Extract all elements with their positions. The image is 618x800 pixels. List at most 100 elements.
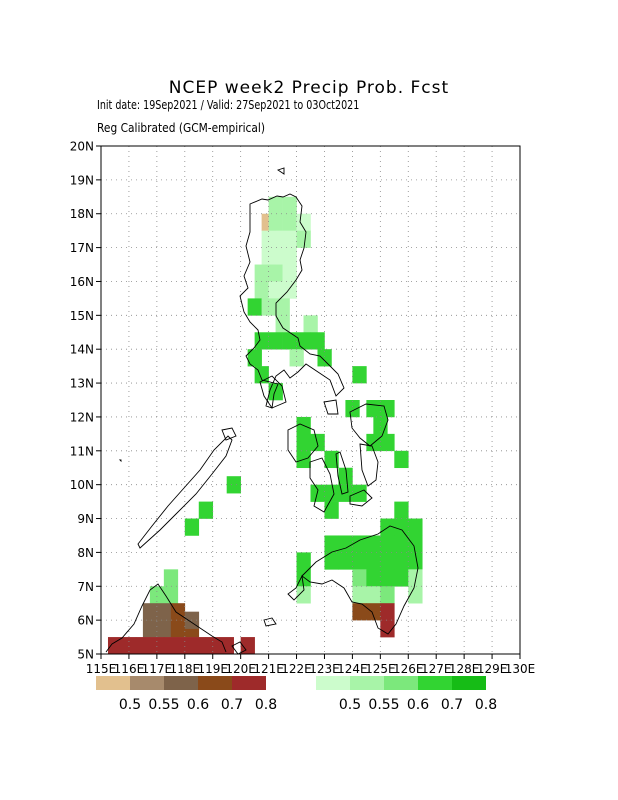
grid-cell (352, 484, 367, 502)
coastline-panay (287, 423, 319, 463)
legend-swatch (232, 676, 266, 690)
grid-cell (282, 196, 297, 215)
legend-swatch (350, 676, 384, 690)
grid-cell (142, 620, 158, 638)
grid-cell (324, 484, 339, 502)
grid-cell (275, 315, 290, 333)
coastline-negros (309, 457, 335, 513)
lon-tick-label: 119E (197, 662, 228, 676)
grid-cell (380, 433, 395, 452)
lon-tick-label: 124E (337, 662, 368, 676)
grid-cell (296, 230, 311, 248)
legend-swatch (130, 676, 164, 690)
coastline-cebu (335, 451, 349, 495)
probability-cells (107, 196, 423, 655)
grid-cell (352, 552, 367, 570)
grid-cell (366, 535, 381, 553)
grid-cell (268, 196, 283, 215)
legend-label: 0.6 (187, 697, 209, 713)
legend-swatch (96, 676, 130, 690)
method-label: Reg Calibrated (GCM-empirical) (97, 120, 266, 135)
grid-cell (380, 569, 395, 587)
grid-cell (352, 366, 367, 384)
grid-cell (268, 247, 283, 265)
grid-cell (394, 552, 409, 570)
lat-tick-label: 9N (77, 512, 94, 526)
grid-cell (261, 298, 276, 316)
map-title: NCEP week2 Precip Prob. Fcst (168, 78, 450, 98)
lon-tick-label: 116E (114, 662, 145, 676)
grid-cell (282, 281, 297, 299)
grid-cell (240, 637, 255, 655)
grid-cell (352, 535, 367, 553)
coastline-zamboanga (287, 574, 305, 601)
grid-cell (296, 552, 311, 570)
lat-tick-label: 8N (77, 546, 94, 560)
grid-cell (289, 349, 304, 367)
coastline-babuyan (276, 167, 285, 175)
grid-cell (121, 637, 137, 655)
grid-cell (107, 637, 123, 655)
grid-cell (226, 476, 241, 494)
coastline-luzon (239, 193, 345, 409)
coastline-bohol (349, 489, 373, 507)
lon-tick-label: 117E (142, 662, 173, 676)
grid-cell (149, 586, 165, 604)
grid-cell (352, 569, 367, 587)
lon-tick-label: 118E (170, 662, 201, 676)
grid-cell (394, 450, 409, 469)
grid-cell (366, 586, 381, 604)
grid-cell (254, 332, 269, 350)
lat-tick-label: 5N (77, 648, 94, 662)
lon-tick-label: 127E (421, 662, 452, 676)
lon-tick-label: 129E (477, 662, 508, 676)
grid-cell (282, 230, 297, 248)
lon-tick-label: 128E (449, 662, 480, 676)
grid-cell (156, 603, 172, 621)
grid-cell (380, 603, 395, 621)
coastline-palawan (137, 435, 233, 549)
lat-tick-label: 7N (77, 580, 94, 594)
grid-cell (394, 501, 409, 519)
grid-cell (324, 535, 339, 553)
grid-cell (254, 281, 269, 299)
lat-tick-label: 11N (70, 444, 94, 458)
lat-tick-label: 18N (70, 207, 94, 221)
grid-cell (282, 332, 297, 350)
grid-cell (338, 467, 353, 485)
legend-label: 0.55 (148, 697, 179, 713)
lon-tick-label: 123E (309, 662, 340, 676)
grid-cell (338, 552, 353, 570)
lon-tick-label: 126E (393, 662, 424, 676)
grid-cell (268, 383, 283, 401)
lat-tick-label: 6N (77, 614, 94, 628)
coastline (105, 167, 419, 655)
grid-cell (135, 637, 151, 655)
grid-cell (380, 400, 395, 418)
grid-cell (296, 569, 311, 587)
grid-cell (247, 298, 262, 316)
grid-cell (352, 586, 367, 604)
grid-cell (163, 637, 179, 655)
lon-tick-label: 130E (505, 662, 536, 676)
grid-cell (366, 433, 381, 452)
lat-tick-label: 13N (70, 377, 94, 391)
grid-cell (142, 603, 158, 621)
grid-cell (408, 552, 423, 570)
grid-cell (380, 586, 395, 604)
grid-cell (408, 586, 423, 604)
grid-cell (205, 637, 221, 655)
date-subtitle: Init date: 19Sep2021 / Valid: 27Sep2021 … (97, 97, 360, 112)
grid-cell (156, 620, 172, 638)
grid-cell (163, 586, 179, 604)
grid-cell (268, 281, 283, 299)
legend-label: 0.6 (407, 697, 429, 713)
longitude-labels: 115E116E117E118E119E120E121E122E123E124E… (86, 654, 536, 676)
grid-cell (296, 586, 311, 604)
map-frame (100, 145, 521, 655)
coastline-calamian (221, 427, 237, 441)
lat-tick-label: 12N (70, 410, 94, 424)
legend-swatch (198, 676, 232, 690)
grid-cell (366, 569, 381, 587)
